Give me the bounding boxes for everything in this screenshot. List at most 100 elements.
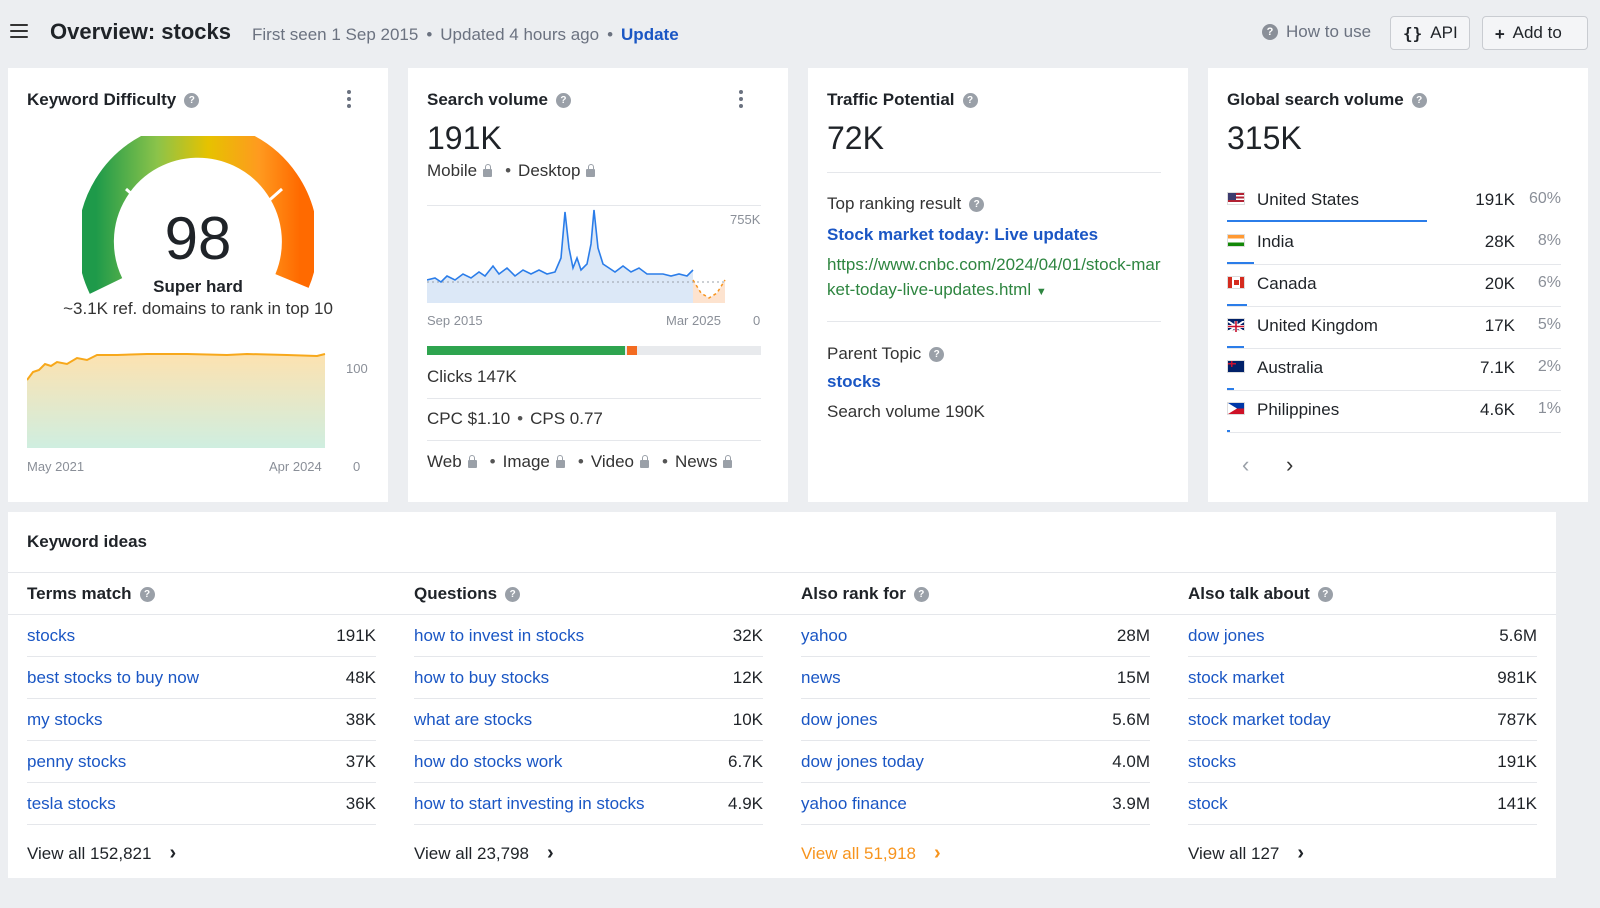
- help-icon[interactable]: ?: [929, 346, 945, 362]
- column-heading-text: Terms match: [27, 584, 132, 603]
- country-row[interactable]: Australia 7.1K 2%: [1227, 348, 1561, 390]
- more-options-icon[interactable]: [346, 90, 352, 108]
- desktop-label: Desktop: [518, 161, 581, 180]
- keyword-link[interactable]: how to buy stocks: [414, 668, 550, 687]
- canada-flag-icon: [1227, 276, 1245, 289]
- gsv-title: Global search volume: [1227, 90, 1404, 109]
- sv-title: Search volume: [427, 90, 548, 109]
- update-link[interactable]: Update: [621, 25, 679, 44]
- country-row[interactable]: Philippines 4.6K 1%: [1227, 390, 1561, 432]
- country-share-bar: [1227, 304, 1247, 306]
- paid-clicks-segment: [627, 346, 637, 355]
- country-share-bar: [1227, 388, 1234, 390]
- add-to-button-label: Add to: [1512, 23, 1562, 42]
- country-row[interactable]: United States 191K 60%: [1227, 180, 1561, 222]
- keyword-link[interactable]: penny stocks: [27, 752, 127, 771]
- keyword-link[interactable]: stocks: [27, 626, 76, 645]
- keyword-link[interactable]: how to start investing in stocks: [414, 794, 645, 813]
- keyword-row: dow jones 5.6M: [1188, 615, 1537, 657]
- keyword-volume: 787K: [1497, 710, 1537, 729]
- row-divider: [1227, 432, 1561, 433]
- help-icon[interactable]: ?: [139, 586, 155, 602]
- keyword-row: stock market today 787K: [1188, 699, 1537, 741]
- next-page-chevron-icon[interactable]: ›: [1286, 452, 1294, 477]
- keyword-link[interactable]: what are stocks: [414, 710, 533, 729]
- keyword-link[interactable]: stock: [1188, 794, 1228, 813]
- keyword-volume: 191K: [336, 626, 376, 645]
- keyword-link[interactable]: how do stocks work: [414, 752, 563, 771]
- keyword-volume: 12K: [732, 668, 763, 687]
- keyword-link[interactable]: dow jones: [1188, 626, 1265, 645]
- help-icon[interactable]: ?: [962, 92, 978, 108]
- kd-y-max: 100: [346, 361, 368, 376]
- keyword-link[interactable]: best stocks to buy now: [27, 668, 199, 687]
- kd-subtext: ~3.1K ref. domains to rank in top 10: [63, 299, 333, 318]
- keyword-link[interactable]: my stocks: [27, 710, 103, 729]
- view-all-text: View all 23,798: [414, 843, 529, 863]
- card-title: Global search volume ?: [1227, 90, 1427, 110]
- kd-y-min: 0: [353, 459, 361, 474]
- previous-page-chevron-icon[interactable]: ‹: [1242, 452, 1250, 477]
- view-all-link[interactable]: View all 23,798 ›: [414, 842, 554, 865]
- keyword-link[interactable]: news: [801, 668, 841, 687]
- api-button[interactable]: {} API: [1390, 16, 1470, 50]
- country-name: Australia: [1257, 358, 1324, 377]
- keyword-link[interactable]: yahoo finance: [801, 794, 907, 813]
- keyword-link[interactable]: stock market today: [1188, 710, 1331, 729]
- country-name: Philippines: [1257, 400, 1340, 419]
- help-icon[interactable]: ?: [969, 196, 985, 212]
- country-row[interactable]: United Kingdom 17K 5%: [1227, 306, 1561, 348]
- keyword-row: best stocks to buy now 48K: [27, 657, 376, 699]
- caret-down-icon[interactable]: ▼: [1035, 286, 1047, 298]
- keyword-link[interactable]: dow jones: [801, 710, 878, 729]
- view-all-link[interactable]: View all 127 ›: [1188, 842, 1304, 865]
- hamburger-menu-icon[interactable]: [10, 24, 28, 38]
- row-divider: [1227, 390, 1561, 391]
- keyword-volume: 5.6M: [1112, 710, 1150, 729]
- serp-video: Video: [590, 452, 634, 471]
- help-icon[interactable]: ?: [184, 92, 200, 108]
- clicks-distribution-bar: [427, 346, 761, 355]
- card-title: Keyword Difficulty ?: [27, 90, 200, 110]
- country-name: India: [1257, 232, 1294, 251]
- help-icon[interactable]: ?: [505, 586, 521, 602]
- uk-flag-icon: [1227, 318, 1245, 333]
- help-icon[interactable]: ?: [555, 92, 571, 108]
- keyword-link[interactable]: stocks: [1188, 752, 1237, 771]
- more-options-icon[interactable]: [738, 90, 744, 108]
- keyword-row: stock market 981K: [1188, 657, 1537, 699]
- keyword-link[interactable]: stock market: [1188, 668, 1285, 687]
- country-name: United Kingdom: [1257, 316, 1378, 335]
- country-share-bar: [1227, 262, 1254, 264]
- how-to-use-link[interactable]: ? How to use: [1262, 22, 1371, 42]
- add-to-button[interactable]: + Add to: [1482, 16, 1588, 50]
- column-heading-text: Also rank for: [801, 584, 906, 603]
- api-button-label: API: [1430, 23, 1458, 42]
- clicks-row: Clicks 147K: [427, 367, 761, 387]
- keyword-link[interactable]: yahoo: [801, 626, 848, 645]
- help-icon[interactable]: ?: [913, 586, 929, 602]
- mobile-label: Mobile: [427, 161, 478, 180]
- keyword-volume: 10K: [732, 710, 763, 729]
- view-all-link[interactable]: View all 51,918 ›: [801, 842, 941, 865]
- help-icon[interactable]: ?: [1411, 92, 1427, 108]
- keyword-link[interactable]: tesla stocks: [27, 794, 116, 813]
- top-result-title-link[interactable]: Stock market today: Live updates: [827, 225, 1099, 244]
- country-row[interactable]: India 28K 8%: [1227, 222, 1561, 264]
- view-all-link[interactable]: View all 152,821 ›: [27, 842, 176, 865]
- country-row[interactable]: Canada 20K 6%: [1227, 264, 1561, 306]
- parent-topic-volume: Search volume 190K: [827, 402, 985, 421]
- top-result-url-link[interactable]: https://www.cnbc.com/2024/04/01/stock-ma…: [827, 252, 1167, 305]
- keyword-volume: 981K: [1497, 668, 1537, 687]
- tp-title: Traffic Potential: [827, 90, 955, 109]
- chevron-right-icon: ›: [169, 842, 177, 864]
- plus-icon: +: [1495, 23, 1505, 43]
- country-volume: 20K: [1484, 274, 1515, 293]
- kd-x-start: May 2021: [27, 459, 85, 474]
- help-icon[interactable]: ?: [1317, 586, 1333, 602]
- how-to-use-label: How to use: [1286, 22, 1372, 41]
- chart-top-rule: [427, 205, 761, 206]
- keyword-link[interactable]: how to invest in stocks: [414, 626, 585, 645]
- keyword-link[interactable]: dow jones today: [801, 752, 924, 771]
- parent-topic-link[interactable]: stocks: [827, 372, 881, 391]
